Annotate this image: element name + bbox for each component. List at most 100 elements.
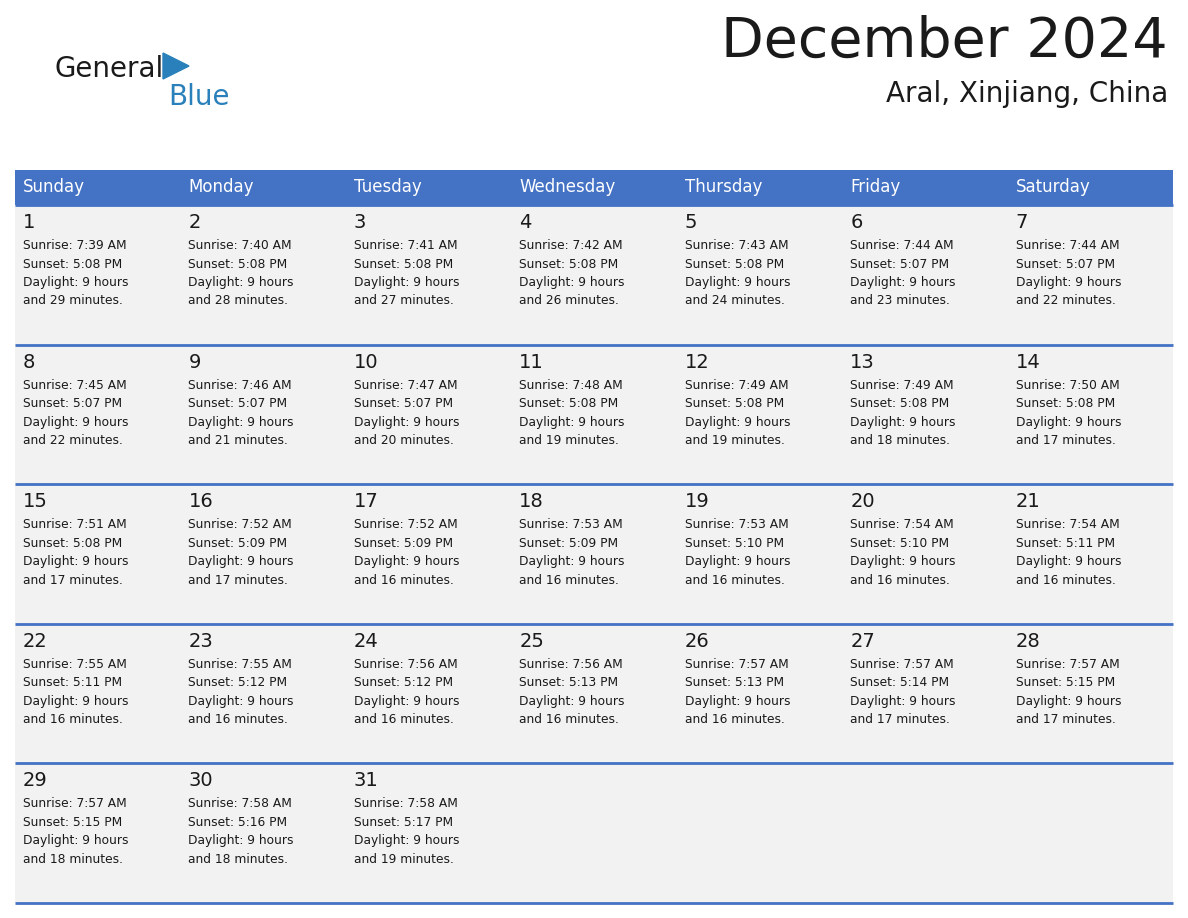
Text: 15: 15	[23, 492, 48, 511]
Text: 17: 17	[354, 492, 379, 511]
Text: Sunset: 5:08 PM: Sunset: 5:08 PM	[1016, 397, 1114, 410]
Text: 23: 23	[189, 632, 213, 651]
Text: Sunset: 5:13 PM: Sunset: 5:13 PM	[684, 677, 784, 689]
Text: Sunrise: 7:51 AM: Sunrise: 7:51 AM	[23, 518, 127, 532]
Text: 3: 3	[354, 213, 366, 232]
Text: Daylight: 9 hours: Daylight: 9 hours	[1016, 416, 1121, 429]
Text: and 18 minutes.: and 18 minutes.	[23, 853, 124, 866]
Text: Sunset: 5:08 PM: Sunset: 5:08 PM	[354, 258, 453, 271]
Text: Sunrise: 7:44 AM: Sunrise: 7:44 AM	[851, 239, 954, 252]
Text: 2: 2	[189, 213, 201, 232]
Text: Sunrise: 7:54 AM: Sunrise: 7:54 AM	[851, 518, 954, 532]
Text: and 16 minutes.: and 16 minutes.	[354, 713, 454, 726]
Text: Sunset: 5:08 PM: Sunset: 5:08 PM	[684, 397, 784, 410]
Text: Sunrise: 7:41 AM: Sunrise: 7:41 AM	[354, 239, 457, 252]
Text: 19: 19	[684, 492, 709, 511]
Text: Sunset: 5:07 PM: Sunset: 5:07 PM	[354, 397, 453, 410]
Text: and 16 minutes.: and 16 minutes.	[519, 713, 619, 726]
Text: Daylight: 9 hours: Daylight: 9 hours	[1016, 695, 1121, 708]
Text: 6: 6	[851, 213, 862, 232]
Text: Sunrise: 7:57 AM: Sunrise: 7:57 AM	[23, 798, 127, 811]
Text: and 17 minutes.: and 17 minutes.	[189, 574, 289, 587]
Text: Daylight: 9 hours: Daylight: 9 hours	[684, 276, 790, 289]
Text: and 29 minutes.: and 29 minutes.	[23, 295, 122, 308]
Text: 28: 28	[1016, 632, 1041, 651]
Text: Sunrise: 7:50 AM: Sunrise: 7:50 AM	[1016, 378, 1119, 392]
Text: Sunrise: 7:56 AM: Sunrise: 7:56 AM	[519, 658, 623, 671]
Text: Sunset: 5:17 PM: Sunset: 5:17 PM	[354, 816, 453, 829]
Text: and 24 minutes.: and 24 minutes.	[684, 295, 784, 308]
Text: Sunrise: 7:46 AM: Sunrise: 7:46 AM	[189, 378, 292, 392]
Text: and 17 minutes.: and 17 minutes.	[23, 574, 122, 587]
Text: Daylight: 9 hours: Daylight: 9 hours	[684, 416, 790, 429]
Text: and 23 minutes.: and 23 minutes.	[851, 295, 950, 308]
Text: Daylight: 9 hours: Daylight: 9 hours	[23, 834, 128, 847]
Text: and 17 minutes.: and 17 minutes.	[851, 713, 950, 726]
Text: 5: 5	[684, 213, 697, 232]
Bar	[15, 344, 1173, 484]
Text: Sunset: 5:12 PM: Sunset: 5:12 PM	[354, 677, 453, 689]
Text: Wednesday: Wednesday	[519, 178, 615, 196]
Text: and 17 minutes.: and 17 minutes.	[1016, 713, 1116, 726]
Bar	[15, 624, 1173, 764]
Text: Sunrise: 7:39 AM: Sunrise: 7:39 AM	[23, 239, 127, 252]
Text: Sunset: 5:08 PM: Sunset: 5:08 PM	[23, 537, 122, 550]
Text: and 17 minutes.: and 17 minutes.	[1016, 434, 1116, 447]
Text: Daylight: 9 hours: Daylight: 9 hours	[519, 695, 625, 708]
Text: and 16 minutes.: and 16 minutes.	[519, 574, 619, 587]
Text: 14: 14	[1016, 353, 1041, 372]
Text: 4: 4	[519, 213, 532, 232]
Text: and 16 minutes.: and 16 minutes.	[851, 574, 950, 587]
Text: 29: 29	[23, 771, 48, 790]
Text: Daylight: 9 hours: Daylight: 9 hours	[23, 276, 128, 289]
Text: 20: 20	[851, 492, 874, 511]
Text: and 16 minutes.: and 16 minutes.	[189, 713, 289, 726]
Text: Daylight: 9 hours: Daylight: 9 hours	[354, 276, 460, 289]
Bar	[15, 170, 1173, 205]
Text: Sunset: 5:08 PM: Sunset: 5:08 PM	[851, 397, 949, 410]
Text: and 16 minutes.: and 16 minutes.	[23, 713, 122, 726]
Text: Daylight: 9 hours: Daylight: 9 hours	[851, 555, 955, 568]
Text: Daylight: 9 hours: Daylight: 9 hours	[189, 416, 293, 429]
Text: Sunset: 5:16 PM: Sunset: 5:16 PM	[189, 816, 287, 829]
Text: Sunrise: 7:57 AM: Sunrise: 7:57 AM	[851, 658, 954, 671]
Text: Daylight: 9 hours: Daylight: 9 hours	[354, 834, 460, 847]
Text: Sunset: 5:10 PM: Sunset: 5:10 PM	[684, 537, 784, 550]
Text: Daylight: 9 hours: Daylight: 9 hours	[354, 695, 460, 708]
Text: 7: 7	[1016, 213, 1028, 232]
Text: Sunset: 5:14 PM: Sunset: 5:14 PM	[851, 677, 949, 689]
Text: Sunrise: 7:48 AM: Sunrise: 7:48 AM	[519, 378, 623, 392]
Text: Daylight: 9 hours: Daylight: 9 hours	[189, 695, 293, 708]
Text: and 27 minutes.: and 27 minutes.	[354, 295, 454, 308]
Text: Sunrise: 7:44 AM: Sunrise: 7:44 AM	[1016, 239, 1119, 252]
Text: Daylight: 9 hours: Daylight: 9 hours	[23, 695, 128, 708]
Text: Daylight: 9 hours: Daylight: 9 hours	[354, 416, 460, 429]
Text: Sunrise: 7:58 AM: Sunrise: 7:58 AM	[189, 798, 292, 811]
Text: and 19 minutes.: and 19 minutes.	[684, 434, 784, 447]
Bar	[15, 484, 1173, 624]
Text: Tuesday: Tuesday	[354, 178, 422, 196]
Text: Sunset: 5:15 PM: Sunset: 5:15 PM	[1016, 677, 1114, 689]
Text: 26: 26	[684, 632, 709, 651]
Text: and 18 minutes.: and 18 minutes.	[189, 853, 289, 866]
Text: Sunset: 5:07 PM: Sunset: 5:07 PM	[189, 397, 287, 410]
Text: Daylight: 9 hours: Daylight: 9 hours	[1016, 555, 1121, 568]
Text: 30: 30	[189, 771, 213, 790]
Text: Sunrise: 7:57 AM: Sunrise: 7:57 AM	[684, 658, 789, 671]
Text: Sunrise: 7:47 AM: Sunrise: 7:47 AM	[354, 378, 457, 392]
Text: 13: 13	[851, 353, 874, 372]
Text: 18: 18	[519, 492, 544, 511]
Text: Sunrise: 7:43 AM: Sunrise: 7:43 AM	[684, 239, 789, 252]
Text: 31: 31	[354, 771, 379, 790]
Text: Monday: Monday	[189, 178, 254, 196]
Text: and 16 minutes.: and 16 minutes.	[684, 713, 784, 726]
Text: Sunrise: 7:58 AM: Sunrise: 7:58 AM	[354, 798, 457, 811]
Text: Daylight: 9 hours: Daylight: 9 hours	[189, 555, 293, 568]
Text: Sunset: 5:08 PM: Sunset: 5:08 PM	[519, 397, 619, 410]
Text: Daylight: 9 hours: Daylight: 9 hours	[23, 555, 128, 568]
Text: 21: 21	[1016, 492, 1041, 511]
Text: General: General	[55, 55, 164, 83]
Text: Daylight: 9 hours: Daylight: 9 hours	[354, 555, 460, 568]
Text: 1: 1	[23, 213, 36, 232]
Text: Daylight: 9 hours: Daylight: 9 hours	[851, 695, 955, 708]
